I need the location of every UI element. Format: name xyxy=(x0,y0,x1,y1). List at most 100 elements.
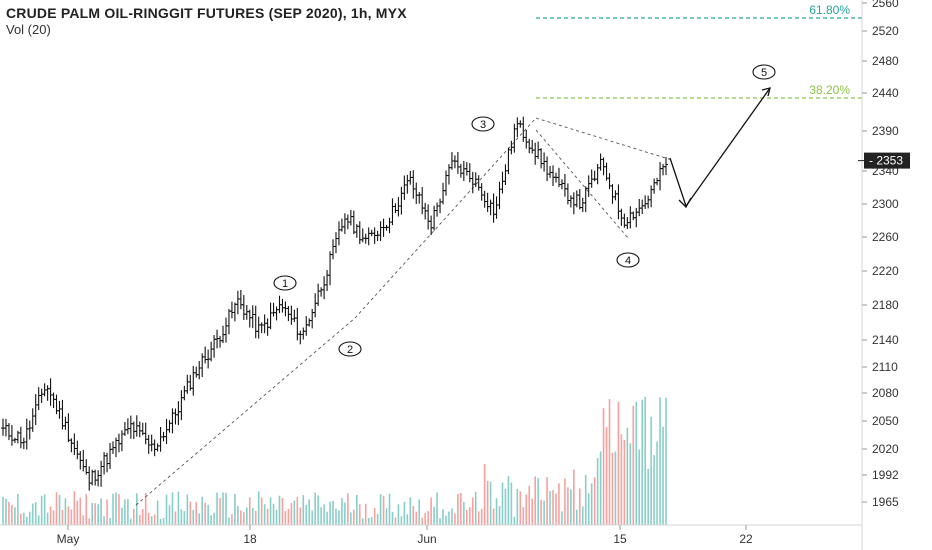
volume-bar xyxy=(231,514,233,525)
volume-bar xyxy=(350,512,352,525)
volume-bar xyxy=(183,511,186,525)
volume-bar xyxy=(379,494,382,525)
volume-bar xyxy=(561,511,563,525)
price-tick-label: 1965 xyxy=(872,495,899,509)
time-tick-label: Jun xyxy=(417,532,436,546)
volume-bar xyxy=(251,507,254,525)
volume-bar xyxy=(504,488,507,525)
volume-bar xyxy=(320,507,322,525)
volume-bar xyxy=(632,405,635,525)
volume-bar xyxy=(451,508,453,525)
volume-bar xyxy=(204,502,206,525)
price-tick-label: 2560 xyxy=(872,0,899,10)
volume-bar xyxy=(463,501,465,525)
volume-bar xyxy=(257,491,260,525)
volume-bar xyxy=(49,506,52,525)
price-tick-label: 2140 xyxy=(872,333,899,347)
volume-bar xyxy=(174,511,177,525)
price-tick-label: 2080 xyxy=(872,386,899,400)
volume-bar xyxy=(237,505,239,525)
volume-bar xyxy=(590,483,593,525)
projection-path xyxy=(669,87,771,208)
volume-bar xyxy=(159,518,162,525)
volume-bar xyxy=(5,498,7,525)
volume-bar xyxy=(647,468,649,525)
volume-bar xyxy=(305,504,308,525)
volume-bar xyxy=(656,441,658,525)
volume-bar xyxy=(293,500,296,525)
volume-bar xyxy=(135,493,138,525)
volume-bar xyxy=(14,507,16,525)
volume-bar xyxy=(614,451,617,525)
wave-projection xyxy=(669,87,771,209)
volume-bar xyxy=(358,504,361,525)
volume-bar xyxy=(189,501,192,525)
volume-bar xyxy=(31,503,34,525)
volume-bar xyxy=(659,397,661,525)
volume-bar xyxy=(85,494,88,525)
volume-bar xyxy=(207,504,209,525)
volume-bar xyxy=(513,516,516,525)
volume-bar xyxy=(263,504,266,525)
volume-bar xyxy=(302,495,305,525)
volume-bar xyxy=(409,497,412,525)
projection-arrowhead xyxy=(678,197,692,209)
volume-bar xyxy=(564,478,566,525)
volume-bar xyxy=(587,493,590,525)
wave-circle xyxy=(616,252,640,268)
volume-bar xyxy=(394,517,397,525)
volume-bar xyxy=(240,510,242,525)
wave-labels: 1 2 3 4 5 xyxy=(273,64,776,357)
volume-bar xyxy=(299,507,302,525)
volume-bar xyxy=(516,488,519,525)
volume-bar xyxy=(70,509,73,525)
fib-label: 38.20% xyxy=(809,83,850,97)
volume-bar xyxy=(611,452,614,525)
volume-bar xyxy=(421,517,424,525)
volume-bar xyxy=(483,464,486,525)
volume-bar xyxy=(46,512,49,525)
volume-bar xyxy=(623,439,626,525)
volume-bar xyxy=(201,496,203,525)
volume-bar xyxy=(361,518,364,525)
volume-bar xyxy=(486,480,489,525)
volume-bar xyxy=(43,494,46,525)
projection-arrowhead xyxy=(761,87,771,97)
volume-bar xyxy=(55,492,58,525)
volume-bar xyxy=(353,509,355,525)
volume-bar xyxy=(100,498,102,525)
price-axis: 1965 1992 2020 2050 2080 2110 2140 2180 2220 2260… xyxy=(858,0,910,550)
volume-bar xyxy=(457,493,459,525)
volume-bar xyxy=(28,511,31,525)
price-tick-label: 2110 xyxy=(872,360,898,374)
volume-bar xyxy=(641,399,644,525)
volume-bar xyxy=(8,501,10,525)
volume-bar xyxy=(296,497,299,525)
volume-bar xyxy=(430,497,432,525)
volume-bar xyxy=(525,494,528,525)
volume-bar xyxy=(338,510,340,525)
volume-bar xyxy=(653,455,655,525)
volume-bar xyxy=(626,427,629,525)
volume-bar xyxy=(558,483,560,525)
volume-bar xyxy=(489,481,492,525)
volume-bar xyxy=(115,492,117,525)
volume-bar xyxy=(537,478,539,525)
volume-bar xyxy=(391,511,394,525)
volume-bar xyxy=(248,497,251,525)
volume-bar xyxy=(608,399,611,525)
price-tick-label: 1992 xyxy=(872,468,899,482)
volume-bar xyxy=(308,499,311,525)
volume-bar xyxy=(662,426,664,525)
time-tick-label: 22 xyxy=(739,532,753,546)
volume-bar xyxy=(287,508,290,525)
fib-levels: 61.80% 38.20% xyxy=(536,3,862,99)
volume-bar xyxy=(540,499,542,525)
volume-bar xyxy=(180,509,183,525)
volume-bar xyxy=(278,495,281,525)
volume-bar xyxy=(79,497,82,525)
volume-bar xyxy=(138,514,141,525)
volume-bar xyxy=(454,513,456,525)
price-tick-label: 2520 xyxy=(872,24,899,38)
